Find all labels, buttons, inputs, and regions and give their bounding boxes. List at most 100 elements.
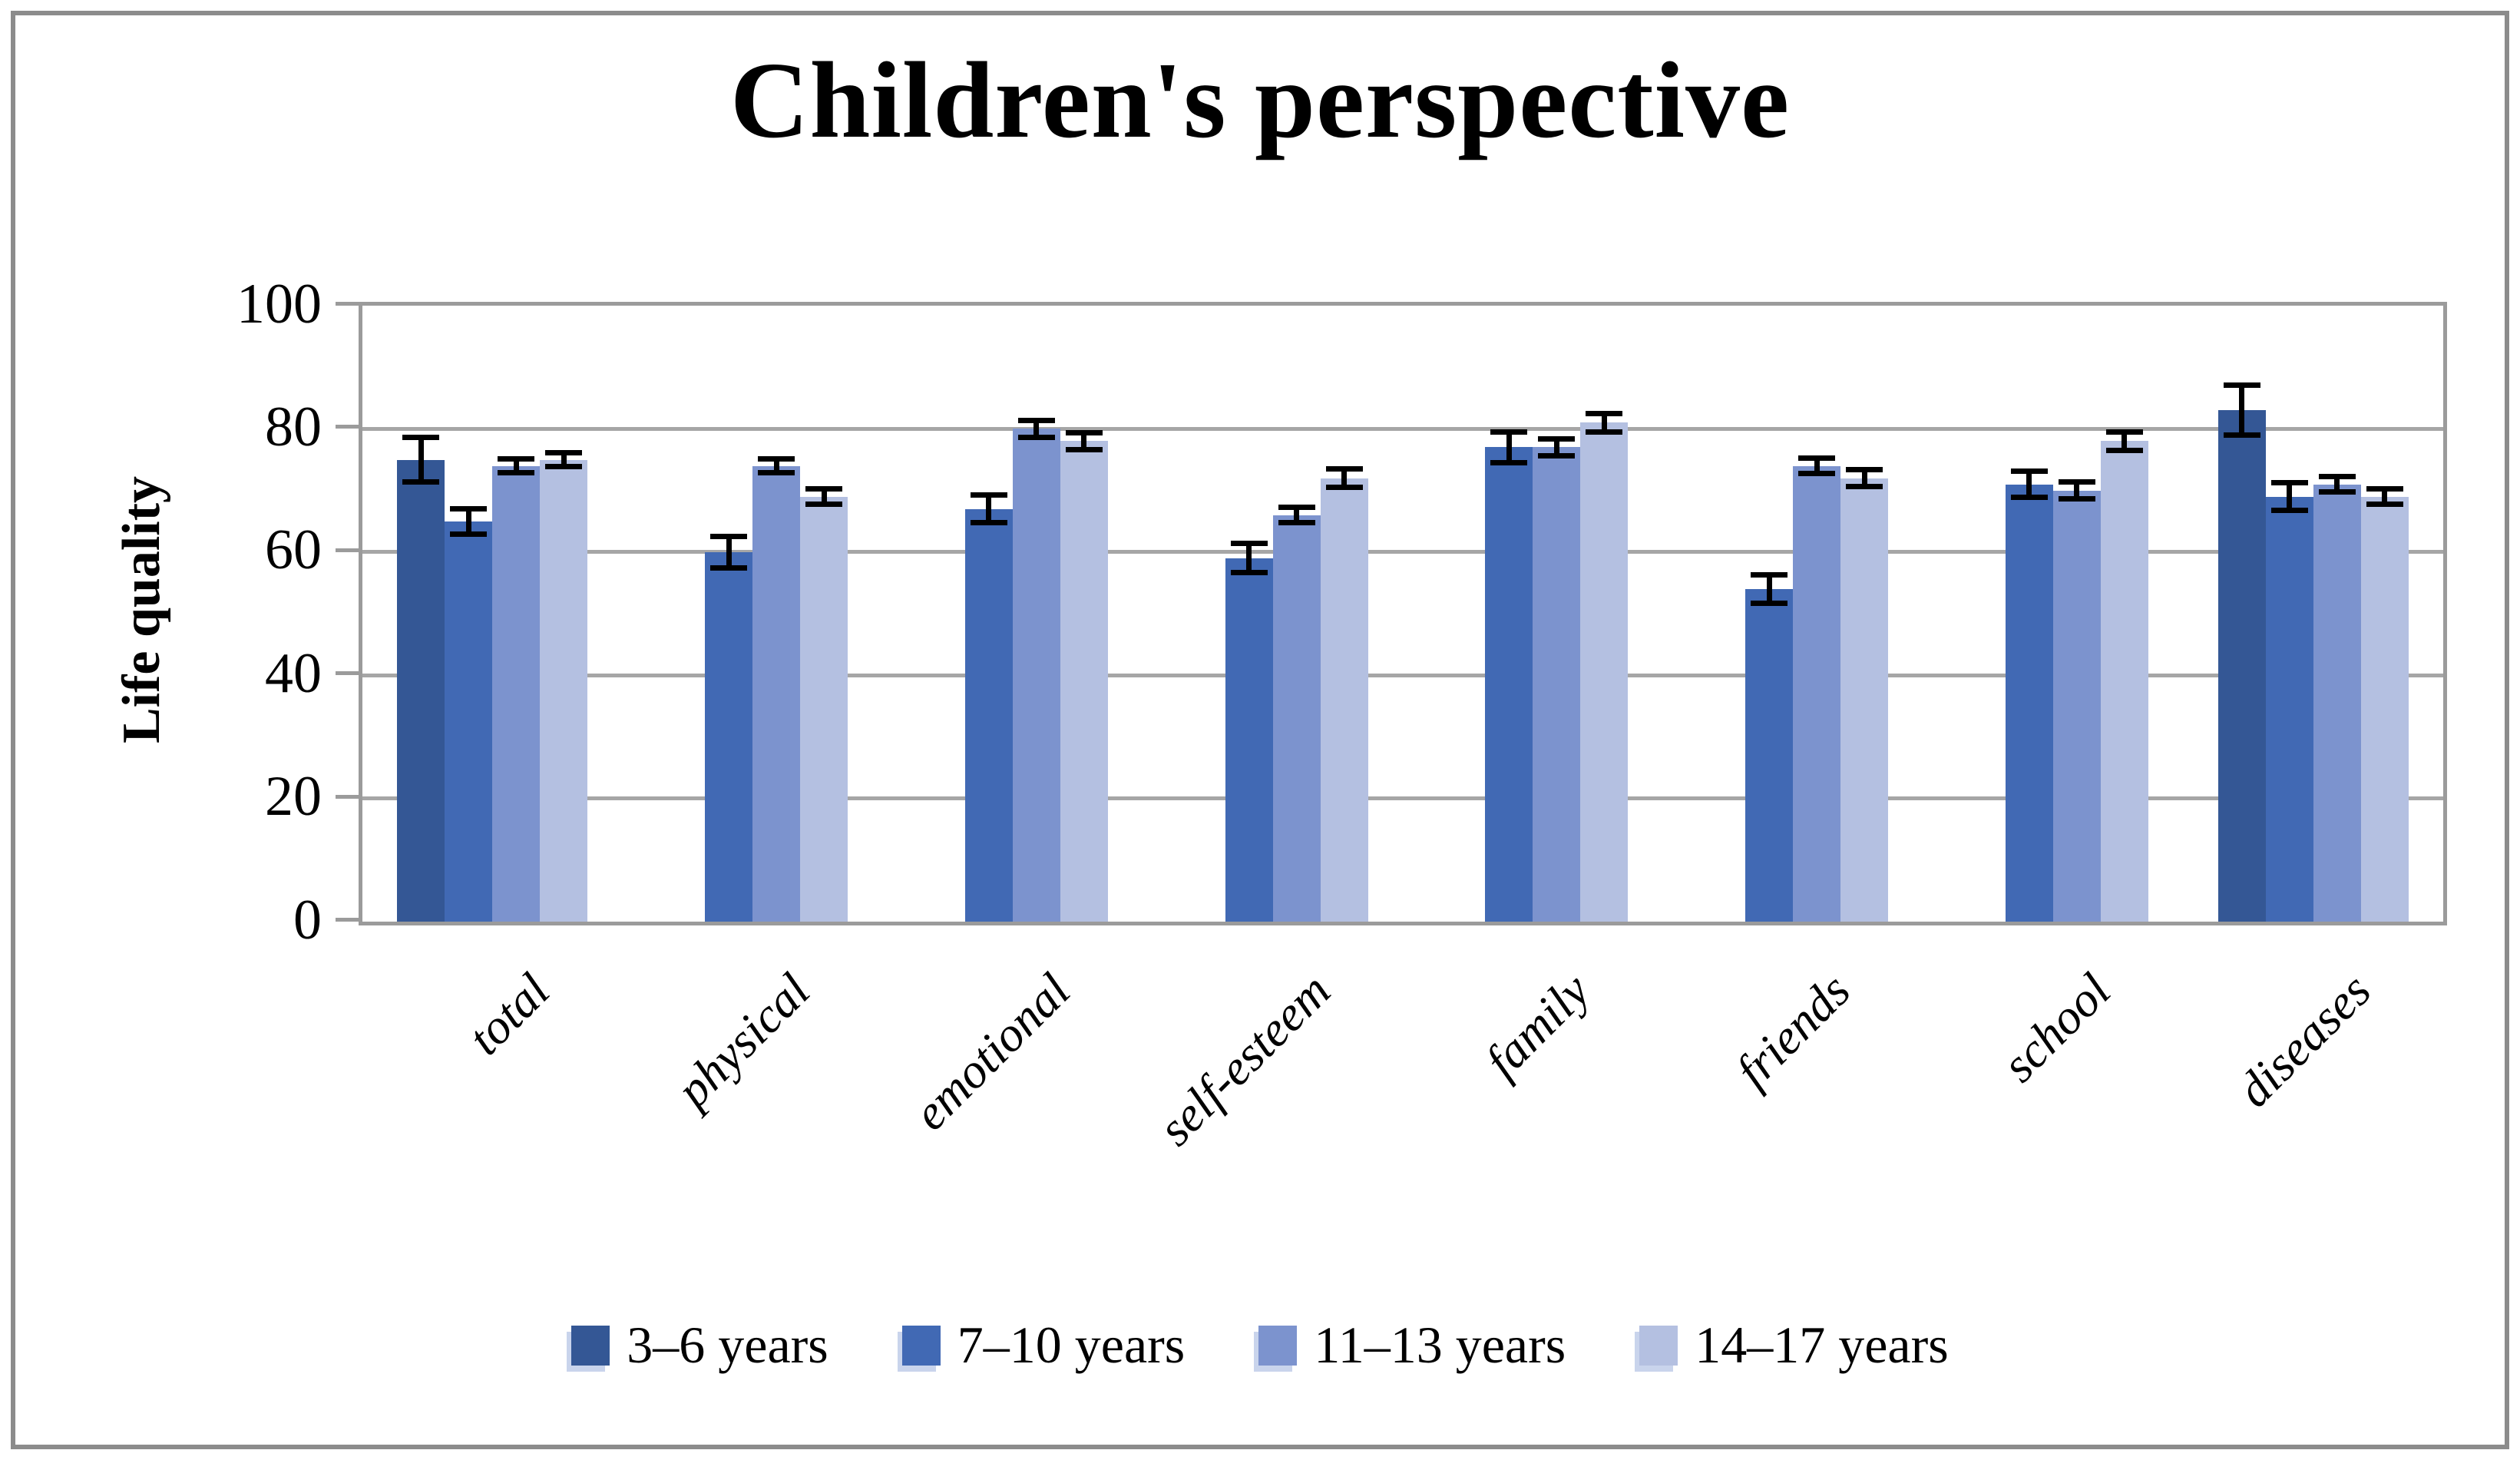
error-bar-cap-bottom bbox=[970, 520, 1007, 526]
bar-physical-11–13 years bbox=[752, 465, 801, 922]
error-bar-cap-bottom bbox=[1490, 459, 1528, 465]
error-bar-stem bbox=[465, 505, 471, 537]
error-bar-cap-bottom bbox=[1278, 520, 1315, 526]
error-bar-total-3–6 years bbox=[402, 435, 440, 485]
error-bar-cap-bottom bbox=[498, 469, 535, 475]
bar-diseases-14–17 years bbox=[2360, 496, 2409, 922]
error-bar-self-esteem-11–13 years bbox=[1278, 505, 1315, 526]
error-bar-cap-top bbox=[1230, 541, 1268, 547]
error-bar-stem bbox=[2121, 429, 2128, 453]
bar-school-11–13 years bbox=[2052, 490, 2101, 922]
y-tick-label-60: 60 bbox=[265, 518, 322, 582]
error-bar-diseases-7–10 years bbox=[2270, 479, 2308, 514]
error-bar-cap-top bbox=[2270, 479, 2308, 485]
y-tick-mark-60 bbox=[336, 548, 359, 552]
bar-school-7–10 years bbox=[2005, 484, 2053, 922]
error-bar-cap-bottom bbox=[450, 531, 488, 537]
error-bar-family-7–10 years bbox=[1490, 429, 1528, 465]
error-bar-cap-top bbox=[1751, 572, 1788, 578]
legend-item-11–13 years: 11–13 years bbox=[1258, 1315, 1566, 1376]
error-bar-stem bbox=[1814, 455, 1820, 477]
error-bar-cap-top bbox=[2366, 485, 2403, 492]
error-bar-emotional-14–17 years bbox=[1065, 430, 1103, 452]
y-tick-label-0: 0 bbox=[293, 888, 322, 952]
gridline-20 bbox=[362, 796, 2443, 801]
error-bar-friends-7–10 years bbox=[1751, 572, 1788, 606]
bar-diseases-3–6 years bbox=[2217, 410, 2266, 922]
error-bar-stem bbox=[1081, 430, 1087, 452]
error-bar-diseases-14–17 years bbox=[2366, 485, 2403, 508]
error-bar-cap-top bbox=[498, 456, 535, 462]
error-bar-diseases-11–13 years bbox=[2318, 473, 2356, 495]
gridline-60 bbox=[362, 550, 2443, 555]
bar-school-14–17 years bbox=[2100, 441, 2148, 922]
bar-total-3–6 years bbox=[397, 459, 445, 922]
error-bar-cap-top bbox=[805, 485, 843, 492]
error-bar-cap-top bbox=[2058, 479, 2095, 485]
error-bar-cap-bottom bbox=[1798, 471, 1836, 477]
bar-total-11–13 years bbox=[492, 465, 541, 922]
error-bar-stem bbox=[1506, 429, 1512, 465]
error-bar-stem bbox=[1861, 467, 1867, 489]
error-bar-cap-bottom bbox=[545, 463, 583, 469]
bar-family-11–13 years bbox=[1533, 447, 1581, 922]
legend-item-7–10 years: 7–10 years bbox=[901, 1315, 1186, 1376]
error-bar-stem bbox=[1294, 505, 1300, 526]
error-bar-cap-top bbox=[970, 492, 1007, 498]
error-bar-cap-top bbox=[758, 456, 795, 462]
bar-self-esteem-11–13 years bbox=[1272, 515, 1321, 922]
y-tick-label-20: 20 bbox=[265, 765, 322, 829]
legend: 3–6 years 7–10 years 11–13 years 14–17 year… bbox=[0, 1315, 2520, 1376]
error-bar-stem bbox=[1601, 411, 1607, 435]
legend-swatch bbox=[571, 1325, 610, 1366]
legend-label: 14–17 years bbox=[1695, 1316, 1949, 1374]
error-bar-self-esteem-7–10 years bbox=[1230, 541, 1268, 576]
error-bar-stem bbox=[1246, 541, 1252, 576]
error-bar-total-11–13 years bbox=[498, 456, 535, 475]
x-category-label-school: school bbox=[1991, 962, 2121, 1093]
error-bar-cap-top bbox=[1586, 411, 1623, 417]
error-bar-stem bbox=[986, 492, 992, 526]
error-bar-stem bbox=[1766, 572, 1772, 606]
bar-physical-14–17 years bbox=[800, 496, 848, 922]
bar-family-14–17 years bbox=[1580, 422, 1629, 922]
error-bar-cap-top bbox=[1325, 466, 1363, 472]
y-tick-mark-40 bbox=[336, 671, 359, 676]
legend-label: 11–13 years bbox=[1314, 1316, 1566, 1374]
x-category-label-total: total bbox=[458, 962, 561, 1065]
gridline-40 bbox=[362, 673, 2443, 677]
error-bar-friends-14–17 years bbox=[1846, 467, 1883, 489]
bar-self-esteem-7–10 years bbox=[1225, 558, 1273, 922]
y-tick-mark-0 bbox=[336, 918, 359, 922]
error-bar-stem bbox=[513, 456, 519, 475]
error-bar-cap-bottom bbox=[2270, 508, 2308, 514]
bar-total-14–17 years bbox=[540, 459, 588, 922]
error-bar-cap-top bbox=[710, 533, 748, 539]
error-bar-cap-bottom bbox=[1846, 483, 1883, 489]
bar-friends-7–10 years bbox=[1745, 588, 1794, 922]
error-bar-self-esteem-14–17 years bbox=[1325, 466, 1363, 490]
error-bar-stem bbox=[1341, 466, 1348, 490]
x-category-label-self-esteem: self-esteem bbox=[1147, 962, 1341, 1156]
bar-diseases-7–10 years bbox=[2265, 496, 2313, 922]
error-bar-cap-bottom bbox=[1586, 429, 1623, 435]
error-bar-diseases-3–6 years bbox=[2223, 382, 2260, 439]
error-bar-cap-top bbox=[2318, 473, 2356, 479]
legend-label: 7–10 years bbox=[957, 1316, 1186, 1374]
error-bar-stem bbox=[2239, 382, 2245, 439]
error-bar-family-11–13 years bbox=[1538, 436, 1576, 459]
error-bar-emotional-7–10 years bbox=[970, 492, 1007, 526]
legend-swatch bbox=[1258, 1325, 1298, 1366]
gridline-80 bbox=[362, 426, 2443, 431]
error-bar-stem bbox=[773, 456, 779, 475]
error-bar-cap-top bbox=[1278, 505, 1315, 511]
bar-friends-11–13 years bbox=[1793, 465, 1841, 922]
error-bar-stem bbox=[726, 533, 732, 571]
error-bar-cap-bottom bbox=[758, 469, 795, 475]
y-tick-mark-80 bbox=[336, 425, 359, 429]
legend-item-3–6 years: 3–6 years bbox=[571, 1315, 828, 1376]
y-tick-label-40: 40 bbox=[265, 641, 322, 705]
error-bar-cap-top bbox=[1798, 455, 1836, 461]
bar-emotional-7–10 years bbox=[964, 508, 1013, 922]
error-bar-cap-bottom bbox=[2318, 489, 2356, 495]
